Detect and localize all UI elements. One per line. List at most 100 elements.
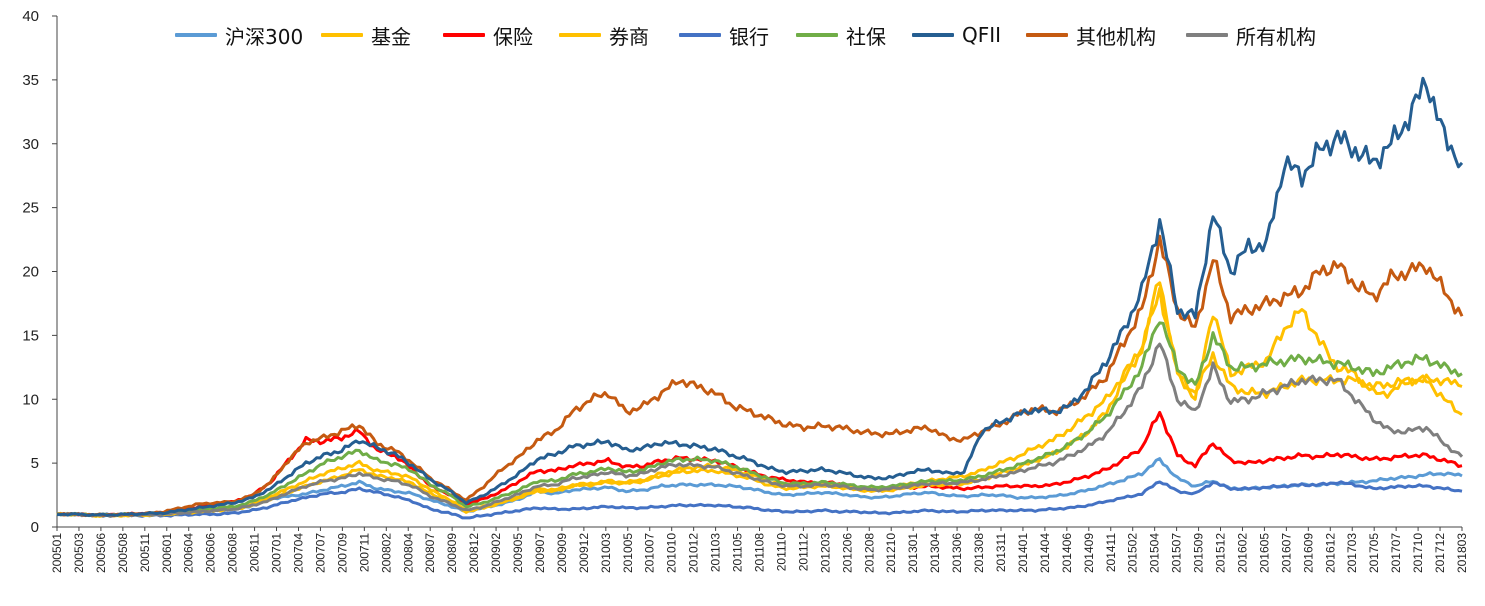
- legend-item: QFII: [912, 20, 1001, 50]
- x-tick-label: 200506: [94, 533, 108, 573]
- x-tick-label: 201705: [1367, 533, 1381, 573]
- x-tick-label: 200601: [160, 533, 174, 573]
- y-tick-label: 5: [31, 455, 39, 472]
- x-tick-label: 200508: [116, 533, 130, 573]
- x-tick-label: 200907: [533, 533, 547, 573]
- series-line-4: [56, 480, 1463, 520]
- x-tick-label: 200707: [313, 533, 327, 573]
- legend-label: 银行: [729, 24, 769, 49]
- y-tick-label: 10: [22, 391, 39, 408]
- legend-label: 其他机构: [1076, 24, 1156, 49]
- y-tick-label: 30: [22, 136, 39, 153]
- x-tick-label: 200711: [357, 533, 371, 572]
- x-tick-label: 200701: [270, 533, 284, 573]
- x-tick-label: 201712: [1433, 533, 1447, 573]
- series-line-8: [56, 342, 1464, 518]
- x-tick-label: 201411: [1104, 533, 1118, 572]
- x-tick-label: 201010: [665, 533, 679, 573]
- x-tick-label: 201509: [1192, 533, 1206, 573]
- legend-item: 所有机构: [1186, 20, 1316, 50]
- legend-swatch: [679, 33, 721, 37]
- y-tick-label: 20: [22, 264, 39, 281]
- y-tick-label: 40: [22, 8, 39, 25]
- series-line-3: [56, 286, 1463, 518]
- y-tick-label: 15: [22, 327, 39, 344]
- x-tick-label: 201110: [774, 533, 788, 572]
- x-tick-label: 200709: [335, 533, 349, 573]
- x-tick-label: 201103: [709, 533, 723, 572]
- x-tick-label: 201602: [1235, 533, 1249, 573]
- x-tick-label: 201502: [1126, 533, 1140, 573]
- legend-item: 券商: [559, 20, 649, 50]
- x-tick-label: 201607: [1279, 533, 1293, 573]
- x-tick-label: 201108: [753, 533, 767, 572]
- x-tick-label: 200905: [511, 533, 525, 573]
- x-tick-label: 201012: [687, 533, 701, 573]
- legend-swatch: [175, 33, 217, 37]
- x-tick-label: 200501: [50, 533, 64, 573]
- x-tick-label: 200704: [291, 533, 305, 573]
- legend-swatch: [443, 33, 485, 37]
- legend-swatch: [321, 33, 363, 37]
- y-tick-label: 35: [22, 72, 39, 89]
- x-tick-label: 201605: [1257, 533, 1271, 573]
- x-tick-label: 200611: [248, 533, 262, 572]
- x-tick-label: 201401: [1016, 533, 1030, 573]
- x-tick-label: 201105: [731, 533, 745, 572]
- x-tick-label: 201409: [1082, 533, 1096, 573]
- x-tick-label: 200812: [467, 533, 481, 573]
- x-tick-label: 201512: [1214, 533, 1228, 573]
- legend-item: 沪深300: [175, 20, 303, 50]
- x-tick-label: 200604: [182, 533, 196, 573]
- x-tick-label: 200902: [489, 533, 503, 573]
- x-axis: 200501 200503 200506 200508 200511 200601 2006…: [50, 526, 1469, 573]
- x-tick-label: 201203: [818, 533, 832, 573]
- legend-item: 银行: [679, 20, 769, 50]
- legend-item: 其他机构: [1026, 20, 1156, 50]
- x-tick-label: 201206: [840, 533, 854, 573]
- legend-swatch: [796, 33, 838, 37]
- legend-item: 基金: [321, 20, 411, 50]
- legend: 沪深300 基金 保险 券商 银行 社保 QFII 其他机构 所有机构: [0, 20, 1485, 50]
- legend-label: 沪深300: [225, 24, 304, 49]
- x-tick-label: 201507: [1170, 533, 1184, 573]
- legend-label: 社保: [846, 24, 886, 49]
- legend-item: 社保: [796, 20, 886, 50]
- x-tick-label: 201007: [643, 533, 657, 573]
- x-tick-label: 201609: [1301, 533, 1315, 573]
- y-tick-label: 25: [22, 200, 39, 217]
- x-tick-label: 200807: [423, 533, 437, 573]
- x-tick-label: 201301: [906, 533, 920, 573]
- x-tick-label: 200912: [577, 533, 591, 573]
- x-tick-label: 200608: [226, 533, 240, 573]
- x-tick-label: 200503: [72, 533, 86, 573]
- x-tick-label: 201003: [599, 533, 613, 573]
- y-axis: 0 5 10 15 20 25 30 35 40: [22, 8, 58, 536]
- x-tick-label: 201311: [994, 533, 1008, 572]
- x-tick-label: 201005: [621, 533, 635, 573]
- legend-label: 券商: [609, 24, 649, 49]
- legend-label: QFII: [962, 23, 1002, 47]
- x-tick-label: 201404: [1038, 533, 1052, 573]
- x-tick-label: 201803: [1455, 533, 1469, 573]
- x-tick-label: 201406: [1060, 533, 1074, 573]
- x-tick-label: 200804: [401, 533, 415, 573]
- x-tick-label: 201308: [972, 533, 986, 573]
- x-tick-label: 200909: [555, 533, 569, 573]
- x-tick-label: 201210: [884, 533, 898, 573]
- x-tick-label: 200511: [138, 533, 152, 572]
- legend-swatch: [1186, 33, 1228, 37]
- legend-swatch: [559, 33, 601, 37]
- x-tick-label: 200809: [445, 533, 459, 573]
- legend-label: 所有机构: [1236, 24, 1316, 49]
- x-tick-label: 201112: [796, 533, 810, 572]
- legend-label: 基金: [371, 24, 411, 49]
- x-tick-label: 201612: [1323, 533, 1337, 573]
- x-tick-label: 201710: [1411, 533, 1425, 573]
- x-tick-label: 201304: [928, 533, 942, 573]
- x-tick-label: 201703: [1345, 533, 1359, 573]
- series-line-5: [56, 321, 1463, 518]
- series-layer: [56, 76, 1464, 520]
- legend-swatch: [1026, 33, 1068, 37]
